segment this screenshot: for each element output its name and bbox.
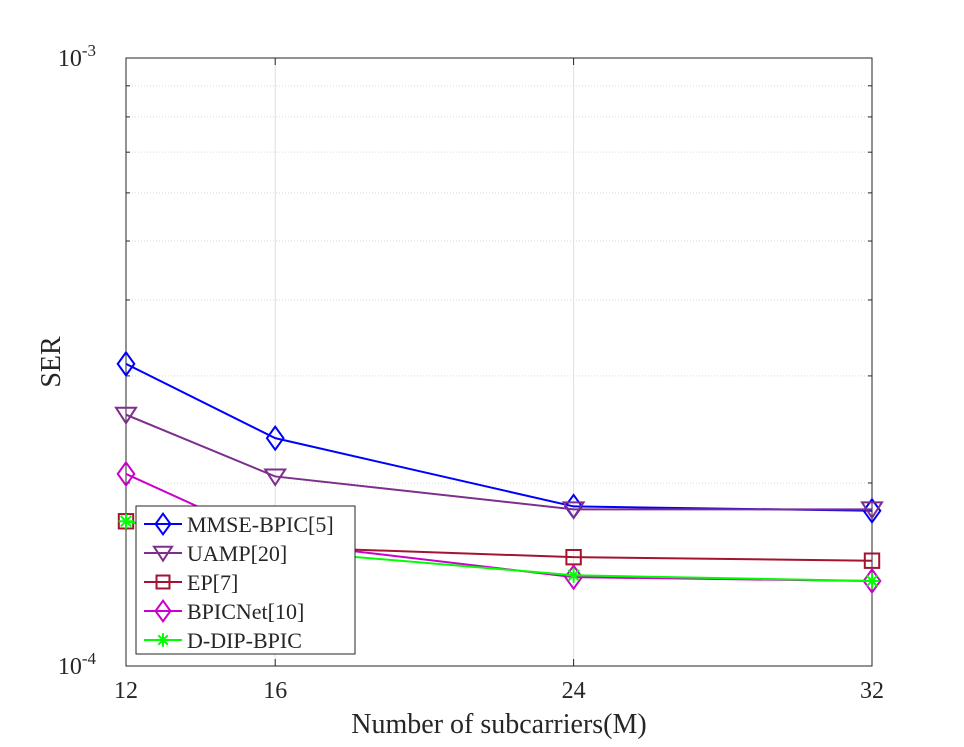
- series-line: [125, 413, 872, 511]
- legend-entry: MMSE-BPIC[5]: [144, 511, 334, 537]
- y-tick-label: 10-4: [58, 649, 97, 680]
- x-tick-label: 12: [114, 678, 138, 704]
- legend-entry: UAMP[20]: [144, 541, 287, 566]
- asterisk-marker: [864, 573, 880, 589]
- asterisk-marker: [118, 513, 134, 529]
- diamond-marker: [265, 424, 285, 452]
- x-tick-label: 24: [562, 678, 586, 704]
- diamond-marker: [154, 511, 172, 537]
- legend: MMSE-BPIC[5] UAMP[20] EP[7] BPICNet[10] D-DI…: [135, 505, 356, 655]
- legend-label: MMSE-BPIC[5]: [187, 512, 334, 537]
- diamond-marker: [116, 350, 136, 378]
- diamond-marker: [116, 460, 136, 488]
- diamond-marker: [564, 563, 584, 591]
- triangle-marker: [152, 545, 174, 563]
- axis-ticks: [125, 57, 873, 667]
- x-tick-labels: 12 16 24 32: [114, 678, 884, 704]
- y-axis-label: SER: [36, 336, 67, 388]
- legend-label: D-DIP-BPIC: [187, 628, 302, 653]
- asterisk-stroke: [567, 569, 580, 582]
- series-uamp-20: [114, 406, 884, 520]
- y-tick-labels: 10-4 10-3: [58, 41, 97, 680]
- legend-entry: D-DIP-BPIC: [144, 628, 302, 653]
- triangle-marker: [263, 468, 288, 487]
- asterisk-stroke: [866, 574, 878, 587]
- triangle-marker: [860, 501, 884, 520]
- asterisk-marker: [566, 567, 582, 583]
- legend-label: EP[7]: [187, 570, 238, 595]
- y-tick-label: 10-3: [58, 41, 96, 72]
- diamond-marker: [154, 598, 172, 624]
- square-marker: [155, 574, 171, 590]
- legend-entry: BPICNet[10]: [144, 598, 304, 624]
- legend-label: UAMP[20]: [187, 541, 287, 566]
- asterisk-stroke: [157, 634, 169, 646]
- grid: [126, 58, 872, 666]
- diamond-marker: [862, 497, 882, 525]
- asterisk-stroke: [120, 515, 132, 528]
- x-tick-label: 16: [263, 678, 287, 704]
- x-tick-label: 32: [860, 678, 884, 704]
- triangle-marker: [561, 501, 586, 520]
- legend-label: BPICNet[10]: [187, 599, 304, 624]
- legend-box: [135, 505, 356, 655]
- asterisk-marker: [156, 633, 170, 647]
- triangle-marker: [114, 406, 138, 426]
- x-axis-label: Number of subcarriers(M): [351, 709, 646, 740]
- plot-frame: [125, 57, 873, 667]
- diamond-marker: [862, 567, 882, 595]
- legend-entry: EP[7]: [144, 570, 238, 595]
